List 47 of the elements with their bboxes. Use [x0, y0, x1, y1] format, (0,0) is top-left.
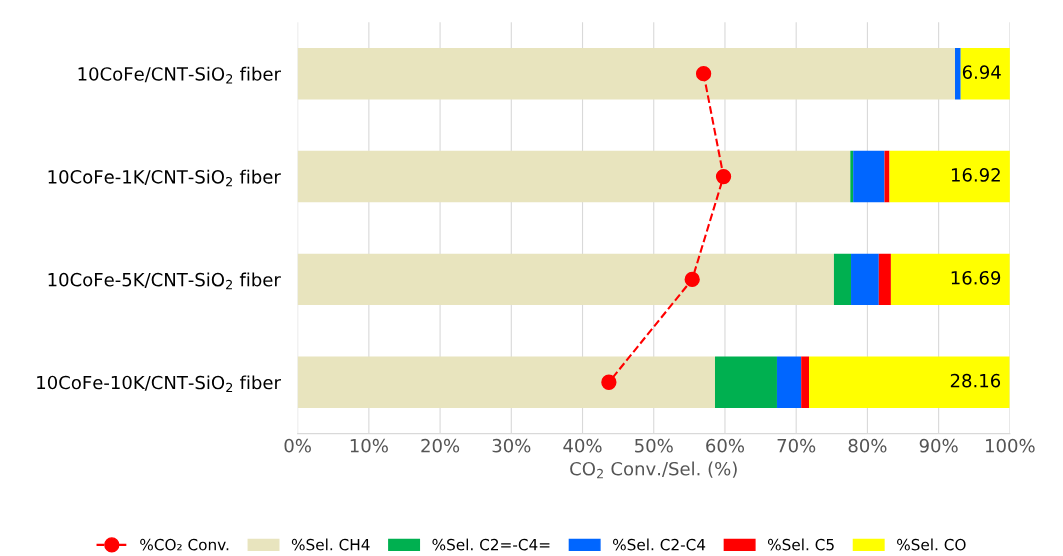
y-tick-label: 10CoFe-5K/CNT-SiO$_{2}$ fiber [48, 272, 281, 290]
bar [801, 356, 810, 408]
point [695, 66, 712, 82]
bar [889, 150, 1010, 203]
data-label: 16.69 [951, 270, 1001, 285]
bar [297, 150, 851, 203]
legend-label: %Sel. C5 [767, 538, 834, 551]
x-tick-label: 80% [848, 438, 887, 453]
x-tick-label: 60% [706, 438, 745, 453]
point [601, 374, 617, 390]
bar [955, 47, 961, 100]
data-label: 28.16 [950, 373, 1001, 388]
x-tick-label: 10% [350, 438, 388, 453]
bar [851, 253, 879, 306]
x-axis-title: CO$_{2}$ Conv./Sel. (%) [570, 461, 737, 479]
bar [297, 356, 715, 408]
y-tick-label: 10CoFe-10K/CNT-SiO$_{2}$ fiber [37, 375, 281, 393]
legend-label: %Sel. C2=-C4= [432, 538, 550, 551]
legend-label: %Sel. CO [897, 538, 966, 551]
bar [890, 253, 1010, 306]
point [715, 168, 732, 185]
x-tick-label: 100% [986, 438, 1035, 453]
bar [850, 150, 854, 203]
x-tick-label: 90% [919, 438, 958, 453]
legend-label: %Sel. C2-C4 [613, 538, 706, 551]
y-tick-label: 10CoFe/CNT-SiO$_{2}$ fiber [78, 66, 281, 84]
x-tick-label: 0% [284, 438, 311, 453]
legend-label: %Sel. CH4 [291, 538, 370, 551]
bar [297, 47, 956, 100]
x-tick-label: 50% [635, 438, 673, 453]
bar [809, 356, 1010, 408]
bar [878, 253, 891, 306]
x-tick-label: 40% [563, 438, 602, 453]
data-label: 6.94 [962, 65, 1001, 79]
legend-label: %CO₂ Conv. [140, 538, 229, 551]
bar [297, 253, 834, 306]
y-tick-label: 10CoFe-1K/CNT-SiO$_{2}$ fiber [48, 169, 281, 187]
bar [960, 47, 1010, 100]
point [684, 271, 700, 288]
bar [715, 356, 777, 408]
data-label: 16.92 [951, 168, 1000, 182]
bar [776, 356, 802, 408]
x-tick-label: 70% [777, 438, 816, 453]
bar [833, 253, 852, 306]
x-tick-label: 20% [421, 438, 460, 453]
x-tick-label: 30% [492, 438, 531, 453]
bar [853, 150, 885, 203]
